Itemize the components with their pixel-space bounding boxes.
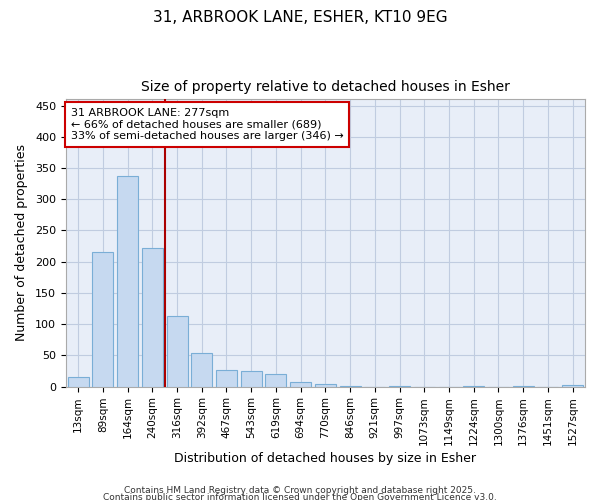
Bar (315, 384, 336, 386)
Y-axis label: Number of detached properties: Number of detached properties (15, 144, 28, 342)
X-axis label: Distribution of detached houses by size in Esher: Distribution of detached houses by size … (175, 452, 476, 465)
Bar (68, 376, 89, 386)
Text: 31, ARBROOK LANE, ESHER, KT10 9EG: 31, ARBROOK LANE, ESHER, KT10 9EG (152, 10, 448, 25)
Bar (117, 176, 138, 386)
Title: Size of property relative to detached houses in Esher: Size of property relative to detached ho… (141, 80, 510, 94)
Bar (216, 370, 237, 386)
Text: 31 ARBROOK LANE: 277sqm
← 66% of detached houses are smaller (689)
33% of semi-d: 31 ARBROOK LANE: 277sqm ← 66% of detache… (71, 108, 344, 141)
Bar (191, 353, 212, 386)
Text: Contains HM Land Registry data © Crown copyright and database right 2025.: Contains HM Land Registry data © Crown c… (124, 486, 476, 495)
Bar (290, 382, 311, 386)
Bar (92, 252, 113, 386)
Bar (167, 316, 188, 386)
Bar (241, 371, 262, 386)
Bar (142, 248, 163, 386)
Text: Contains public sector information licensed under the Open Government Licence v3: Contains public sector information licen… (103, 494, 497, 500)
Bar (265, 374, 286, 386)
